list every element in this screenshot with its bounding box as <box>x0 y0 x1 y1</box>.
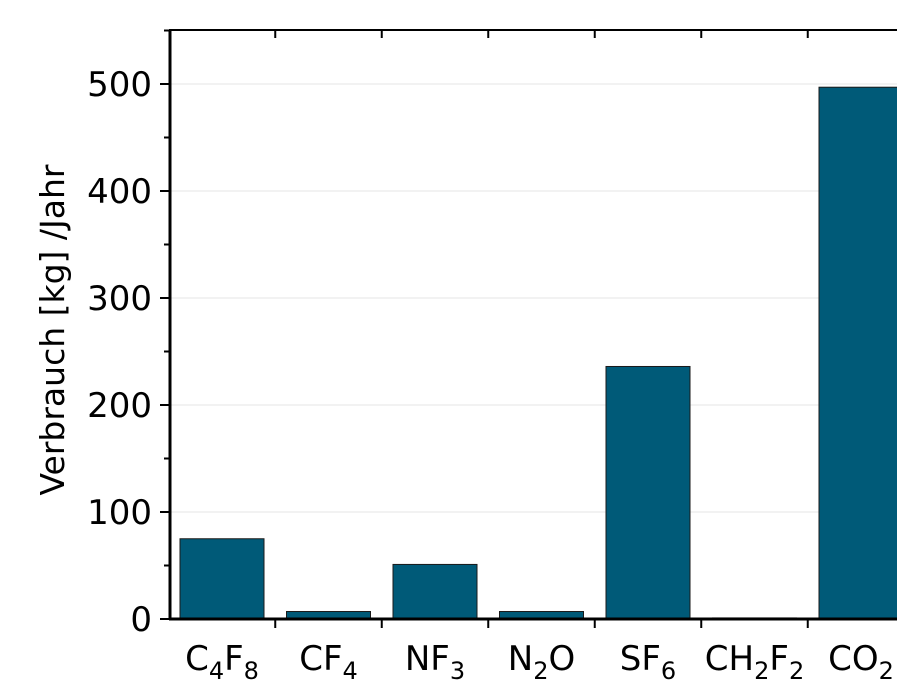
x-tick-label: CH2F2 <box>705 639 804 680</box>
x-tick-label: NF3 <box>405 639 465 680</box>
x-tick-label: N2O <box>508 639 575 680</box>
bar-NF3 <box>392 563 478 620</box>
y-tick-label: 400 <box>87 172 152 212</box>
bar-SF6 <box>605 365 691 620</box>
bars <box>179 86 897 620</box>
bar-CO2 <box>818 86 897 620</box>
y-tick-label: 100 <box>87 493 152 533</box>
x-tick-label: C4F8 <box>185 639 259 680</box>
x-axis-ticks: C4F8 CF4 NF3 N2O SF6 CH2F2 CO2 <box>185 30 894 680</box>
y-axis-ticks: 0 100 200 300 400 500 <box>87 29 170 640</box>
x-tick-label: CF4 <box>299 639 358 680</box>
x-tick-label: CO2 <box>828 639 894 680</box>
grid-lines <box>170 83 897 513</box>
y-axis-title: Verbrauch [kg] /Jahr <box>33 164 72 495</box>
axes <box>168 29 897 621</box>
y-tick-label: 300 <box>87 279 152 319</box>
x-tick-label: SF6 <box>620 639 676 680</box>
y-tick-label: 200 <box>87 386 152 426</box>
y-tick-label: 0 <box>130 600 152 640</box>
bar-C4F8 <box>179 538 265 620</box>
y-tick-label: 500 <box>87 65 152 105</box>
